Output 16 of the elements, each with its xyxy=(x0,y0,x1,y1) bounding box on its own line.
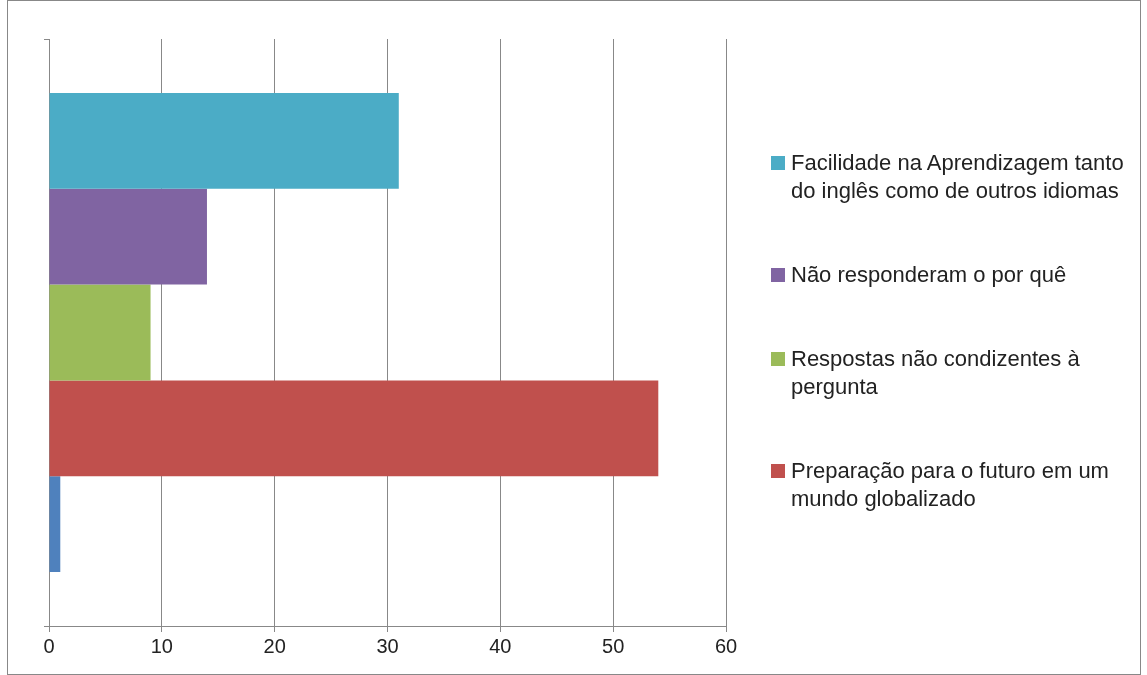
x-tick-label: 10 xyxy=(150,634,173,657)
bar xyxy=(49,380,659,477)
x-tick-label: 20 xyxy=(263,634,286,657)
legend-label: Preparação para o futuro em um mundo globalizado xyxy=(791,457,1110,513)
bar xyxy=(49,93,399,189)
x-tick-label: 40 xyxy=(489,634,512,657)
x-tick-label: 30 xyxy=(376,634,399,657)
x-tick-label: 50 xyxy=(602,634,625,657)
legend-label: Respostas não condizentes à pergunta xyxy=(791,345,1081,401)
x-tick-label: 0 xyxy=(43,634,55,657)
legend-label: Facilidade na Aprendizagem tanto do inglês como de outros idiomas xyxy=(791,149,1125,205)
bar xyxy=(49,476,61,572)
bar xyxy=(49,188,207,285)
legend-label: Não responderam o por quê xyxy=(791,261,1067,289)
x-tick-label: 60 xyxy=(714,634,738,657)
bar xyxy=(49,284,151,381)
